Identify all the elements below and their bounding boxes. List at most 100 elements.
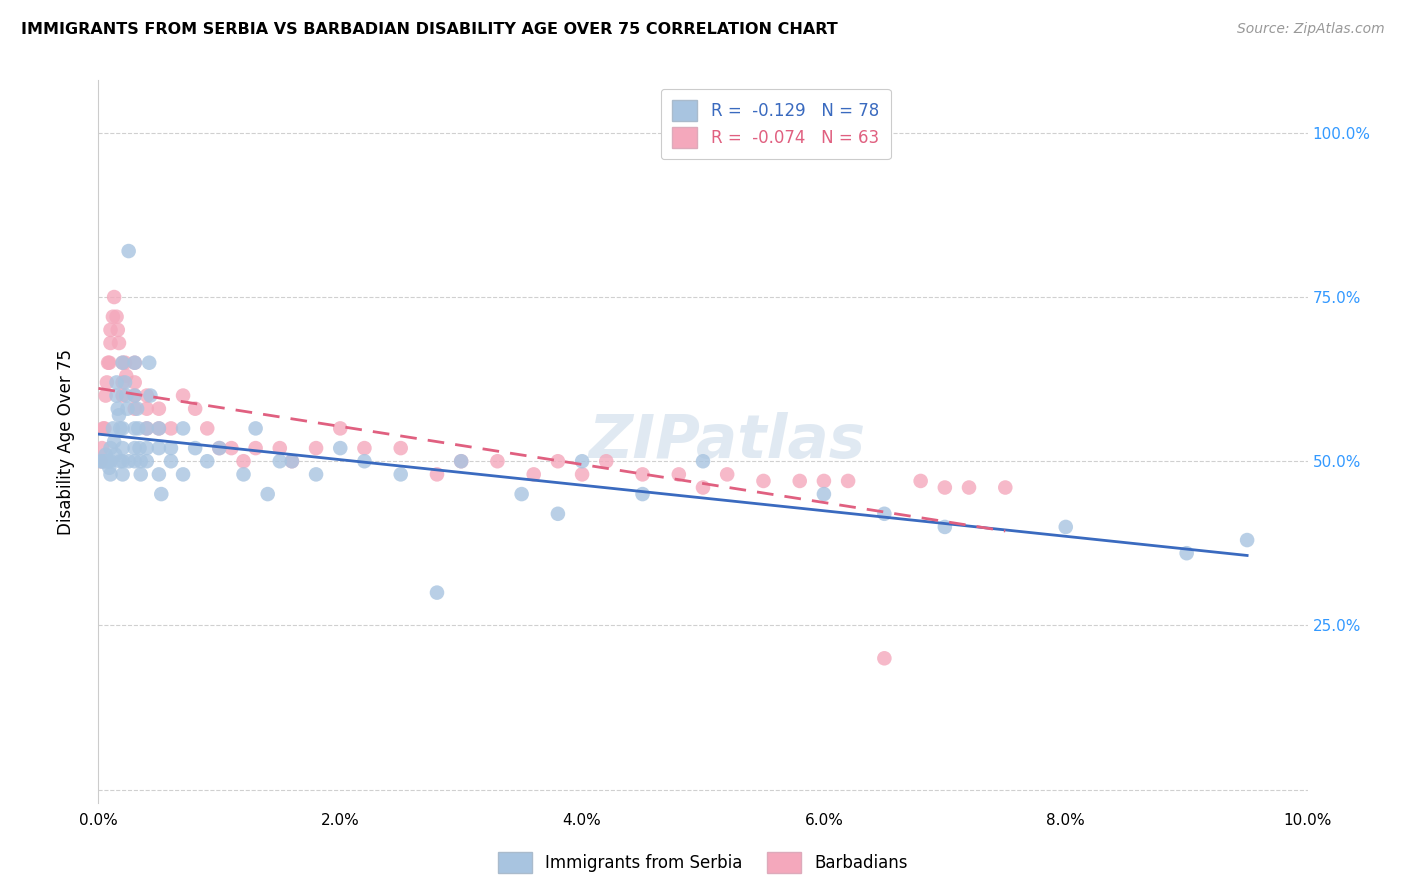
Point <box>389 441 412 455</box>
Point <box>100 441 122 455</box>
Point <box>124 401 146 416</box>
Point <box>426 467 449 482</box>
Point <box>245 421 267 435</box>
Point <box>148 441 170 455</box>
Point <box>101 421 124 435</box>
Point <box>135 401 157 416</box>
Point <box>103 434 125 449</box>
Point <box>115 368 138 383</box>
Point <box>138 356 160 370</box>
Point <box>124 356 146 370</box>
Point <box>245 441 267 455</box>
Point <box>172 467 194 482</box>
Point <box>752 474 775 488</box>
Point <box>195 421 218 435</box>
Point <box>124 388 146 402</box>
Point <box>256 487 278 501</box>
Point <box>139 388 162 402</box>
Point <box>127 401 149 416</box>
Point <box>105 310 128 324</box>
Point <box>232 454 254 468</box>
Point <box>910 474 932 488</box>
Point <box>129 454 152 468</box>
Point <box>160 441 183 455</box>
Point <box>101 310 124 324</box>
Point <box>281 454 304 468</box>
Point <box>994 481 1017 495</box>
Point <box>269 441 291 455</box>
Point <box>129 467 152 482</box>
Point <box>105 376 128 390</box>
Point <box>450 454 472 468</box>
Point <box>837 474 859 488</box>
Y-axis label: Disability Age Over 75: Disability Age Over 75 <box>56 349 75 534</box>
Point <box>232 467 254 482</box>
Point <box>114 356 136 370</box>
Point <box>96 376 118 390</box>
Point <box>93 454 115 468</box>
Point <box>118 454 141 468</box>
Point <box>90 454 112 468</box>
Point <box>97 356 120 370</box>
Point <box>124 356 146 370</box>
Point <box>184 401 207 416</box>
Point <box>523 467 546 482</box>
Point <box>94 388 117 402</box>
Point <box>91 454 114 468</box>
Point <box>150 487 173 501</box>
Point <box>100 323 122 337</box>
Point <box>103 290 125 304</box>
Point <box>208 441 231 455</box>
Point <box>329 421 352 435</box>
Point <box>934 520 956 534</box>
Point <box>98 460 121 475</box>
Point <box>135 388 157 402</box>
Point <box>127 421 149 435</box>
Point <box>111 454 134 468</box>
Point <box>135 454 157 468</box>
Point <box>873 507 896 521</box>
Legend: Immigrants from Serbia, Barbadians: Immigrants from Serbia, Barbadians <box>492 846 914 880</box>
Point <box>510 487 533 501</box>
Point <box>208 441 231 455</box>
Point <box>97 454 120 468</box>
Point <box>631 467 654 482</box>
Point <box>111 421 134 435</box>
Point <box>692 454 714 468</box>
Point <box>692 481 714 495</box>
Point <box>873 651 896 665</box>
Point <box>1175 546 1198 560</box>
Point <box>111 356 134 370</box>
Point <box>114 376 136 390</box>
Point <box>160 454 183 468</box>
Point <box>486 454 509 468</box>
Point <box>115 388 138 402</box>
Point <box>118 244 141 258</box>
Point <box>100 454 122 468</box>
Point <box>269 454 291 468</box>
Point <box>124 376 146 390</box>
Point <box>108 421 131 435</box>
Point <box>107 401 129 416</box>
Point <box>124 388 146 402</box>
Point <box>107 323 129 337</box>
Text: IMMIGRANTS FROM SERBIA VS BARBADIAN DISABILITY AGE OVER 75 CORRELATION CHART: IMMIGRANTS FROM SERBIA VS BARBADIAN DISA… <box>21 22 838 37</box>
Point <box>135 421 157 435</box>
Point <box>111 467 134 482</box>
Point <box>305 441 328 455</box>
Point <box>148 421 170 435</box>
Point <box>91 421 114 435</box>
Point <box>90 454 112 468</box>
Point <box>111 376 134 390</box>
Point <box>389 467 412 482</box>
Point <box>813 487 835 501</box>
Point <box>94 448 117 462</box>
Point <box>1054 520 1077 534</box>
Point <box>329 441 352 455</box>
Point <box>281 454 304 468</box>
Point <box>595 454 617 468</box>
Point <box>108 336 131 351</box>
Point <box>135 441 157 455</box>
Point <box>100 467 122 482</box>
Point <box>571 467 593 482</box>
